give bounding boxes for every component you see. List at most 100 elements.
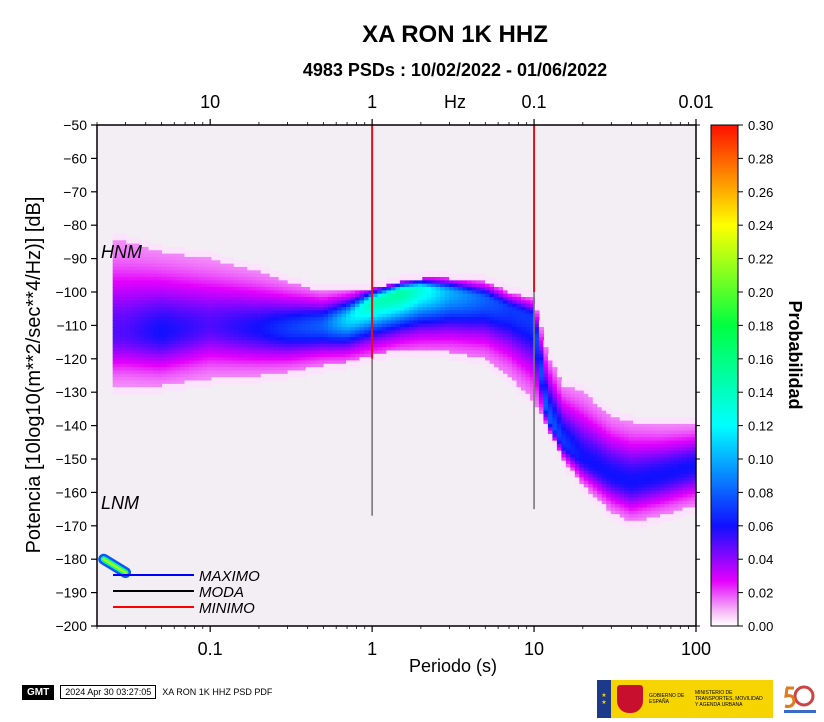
psd-cell [637,490,643,495]
psd-cell [260,300,266,305]
psd-cell [188,317,195,321]
psd-cell [337,313,343,318]
chart-title: XA RON 1K HHZ [362,21,548,48]
psd-cell [529,357,536,362]
psd-cell [494,293,500,298]
psd-cell [206,367,213,372]
psd-cell [399,350,405,355]
psd-cell [224,307,230,311]
psd-cell [346,307,352,311]
psd-cell [588,443,594,448]
psd-cell [467,327,473,332]
psd-cell [260,307,266,311]
psd-cell [368,357,374,362]
psd-cell [687,437,693,442]
psd-cell [162,387,168,392]
psd-cell [390,320,396,325]
psd-cell [287,313,293,318]
psd-cell [552,397,558,402]
psd-cell [547,367,554,372]
psd-cell [193,330,199,335]
psd-cell [570,387,576,392]
psd-cell [220,310,226,315]
psd-cell [310,340,316,345]
psd-cell [664,453,670,458]
psd-cell [413,313,419,318]
x-tick-label: 100 [681,639,711,659]
psd-cell [175,340,181,345]
psd-cell [543,367,549,372]
psd-cell [453,286,459,291]
psd-cell [512,347,518,352]
psd-cell [202,367,208,372]
psd-cell [283,286,289,291]
psd-cell [148,310,154,315]
psd-cell [193,280,199,285]
psd-cell [283,276,289,281]
psd-cell [287,280,293,285]
psd-cell [117,266,123,271]
psd-cell [525,347,531,352]
psd-cell [144,243,150,248]
psd-cell [574,400,580,405]
psd-cell [422,333,428,338]
psd-cell [458,310,464,315]
psd-cell [579,393,585,398]
psd-cell [610,497,616,502]
psd-cell [628,443,634,448]
psd-cell [651,423,657,428]
psd-cell [417,320,423,325]
psd-cell [673,500,679,505]
y-tick-label: −200 [55,618,87,634]
psd-cell [274,286,280,291]
psd-cell [157,347,163,352]
psd-cell [162,343,168,348]
psd-cell [377,327,383,332]
psd-cell [251,276,257,281]
psd-cell [238,273,244,278]
psd-cell [247,266,253,271]
psd-cell [202,363,208,368]
psd-cell [610,464,616,468]
psd-cell [529,327,536,332]
psd-cell [157,283,163,288]
psd-cell [260,273,266,278]
psd-cell [597,484,603,488]
psd-cell [157,390,163,395]
psd-cell [534,350,540,355]
psd-cell [359,350,365,355]
psd-cell [215,260,221,265]
psd-cell [251,266,257,271]
psd-cell [691,443,696,448]
psd-cell [503,320,509,325]
psd-cell [606,440,612,445]
psd-cell [202,293,208,298]
psd-cell [238,266,244,271]
psd-cell [175,300,181,305]
psd-cell [552,380,558,385]
psd-cell [229,317,235,321]
psd-cell [292,283,298,288]
psd-cell [494,327,500,332]
psd-cell [287,333,293,338]
psd-cell [655,420,661,425]
psd-cell [117,280,123,285]
psd-cell [583,487,589,492]
psd-cell [691,457,696,462]
psd-cell [431,317,437,321]
psd-cell [543,370,549,375]
psd-cell [395,337,401,342]
psd-cell [220,286,226,291]
psd-cell [637,443,643,448]
psd-cell [687,500,693,505]
psd-cell [179,377,186,382]
psd-cell [624,447,630,452]
psd-cell [144,360,150,365]
psd-cell [166,317,172,321]
psd-cell [601,464,607,468]
psd-cell [139,357,145,362]
psd-cell [624,494,630,499]
psd-cell [153,387,159,392]
psd-cell [417,293,423,298]
psd-cell [242,367,248,372]
